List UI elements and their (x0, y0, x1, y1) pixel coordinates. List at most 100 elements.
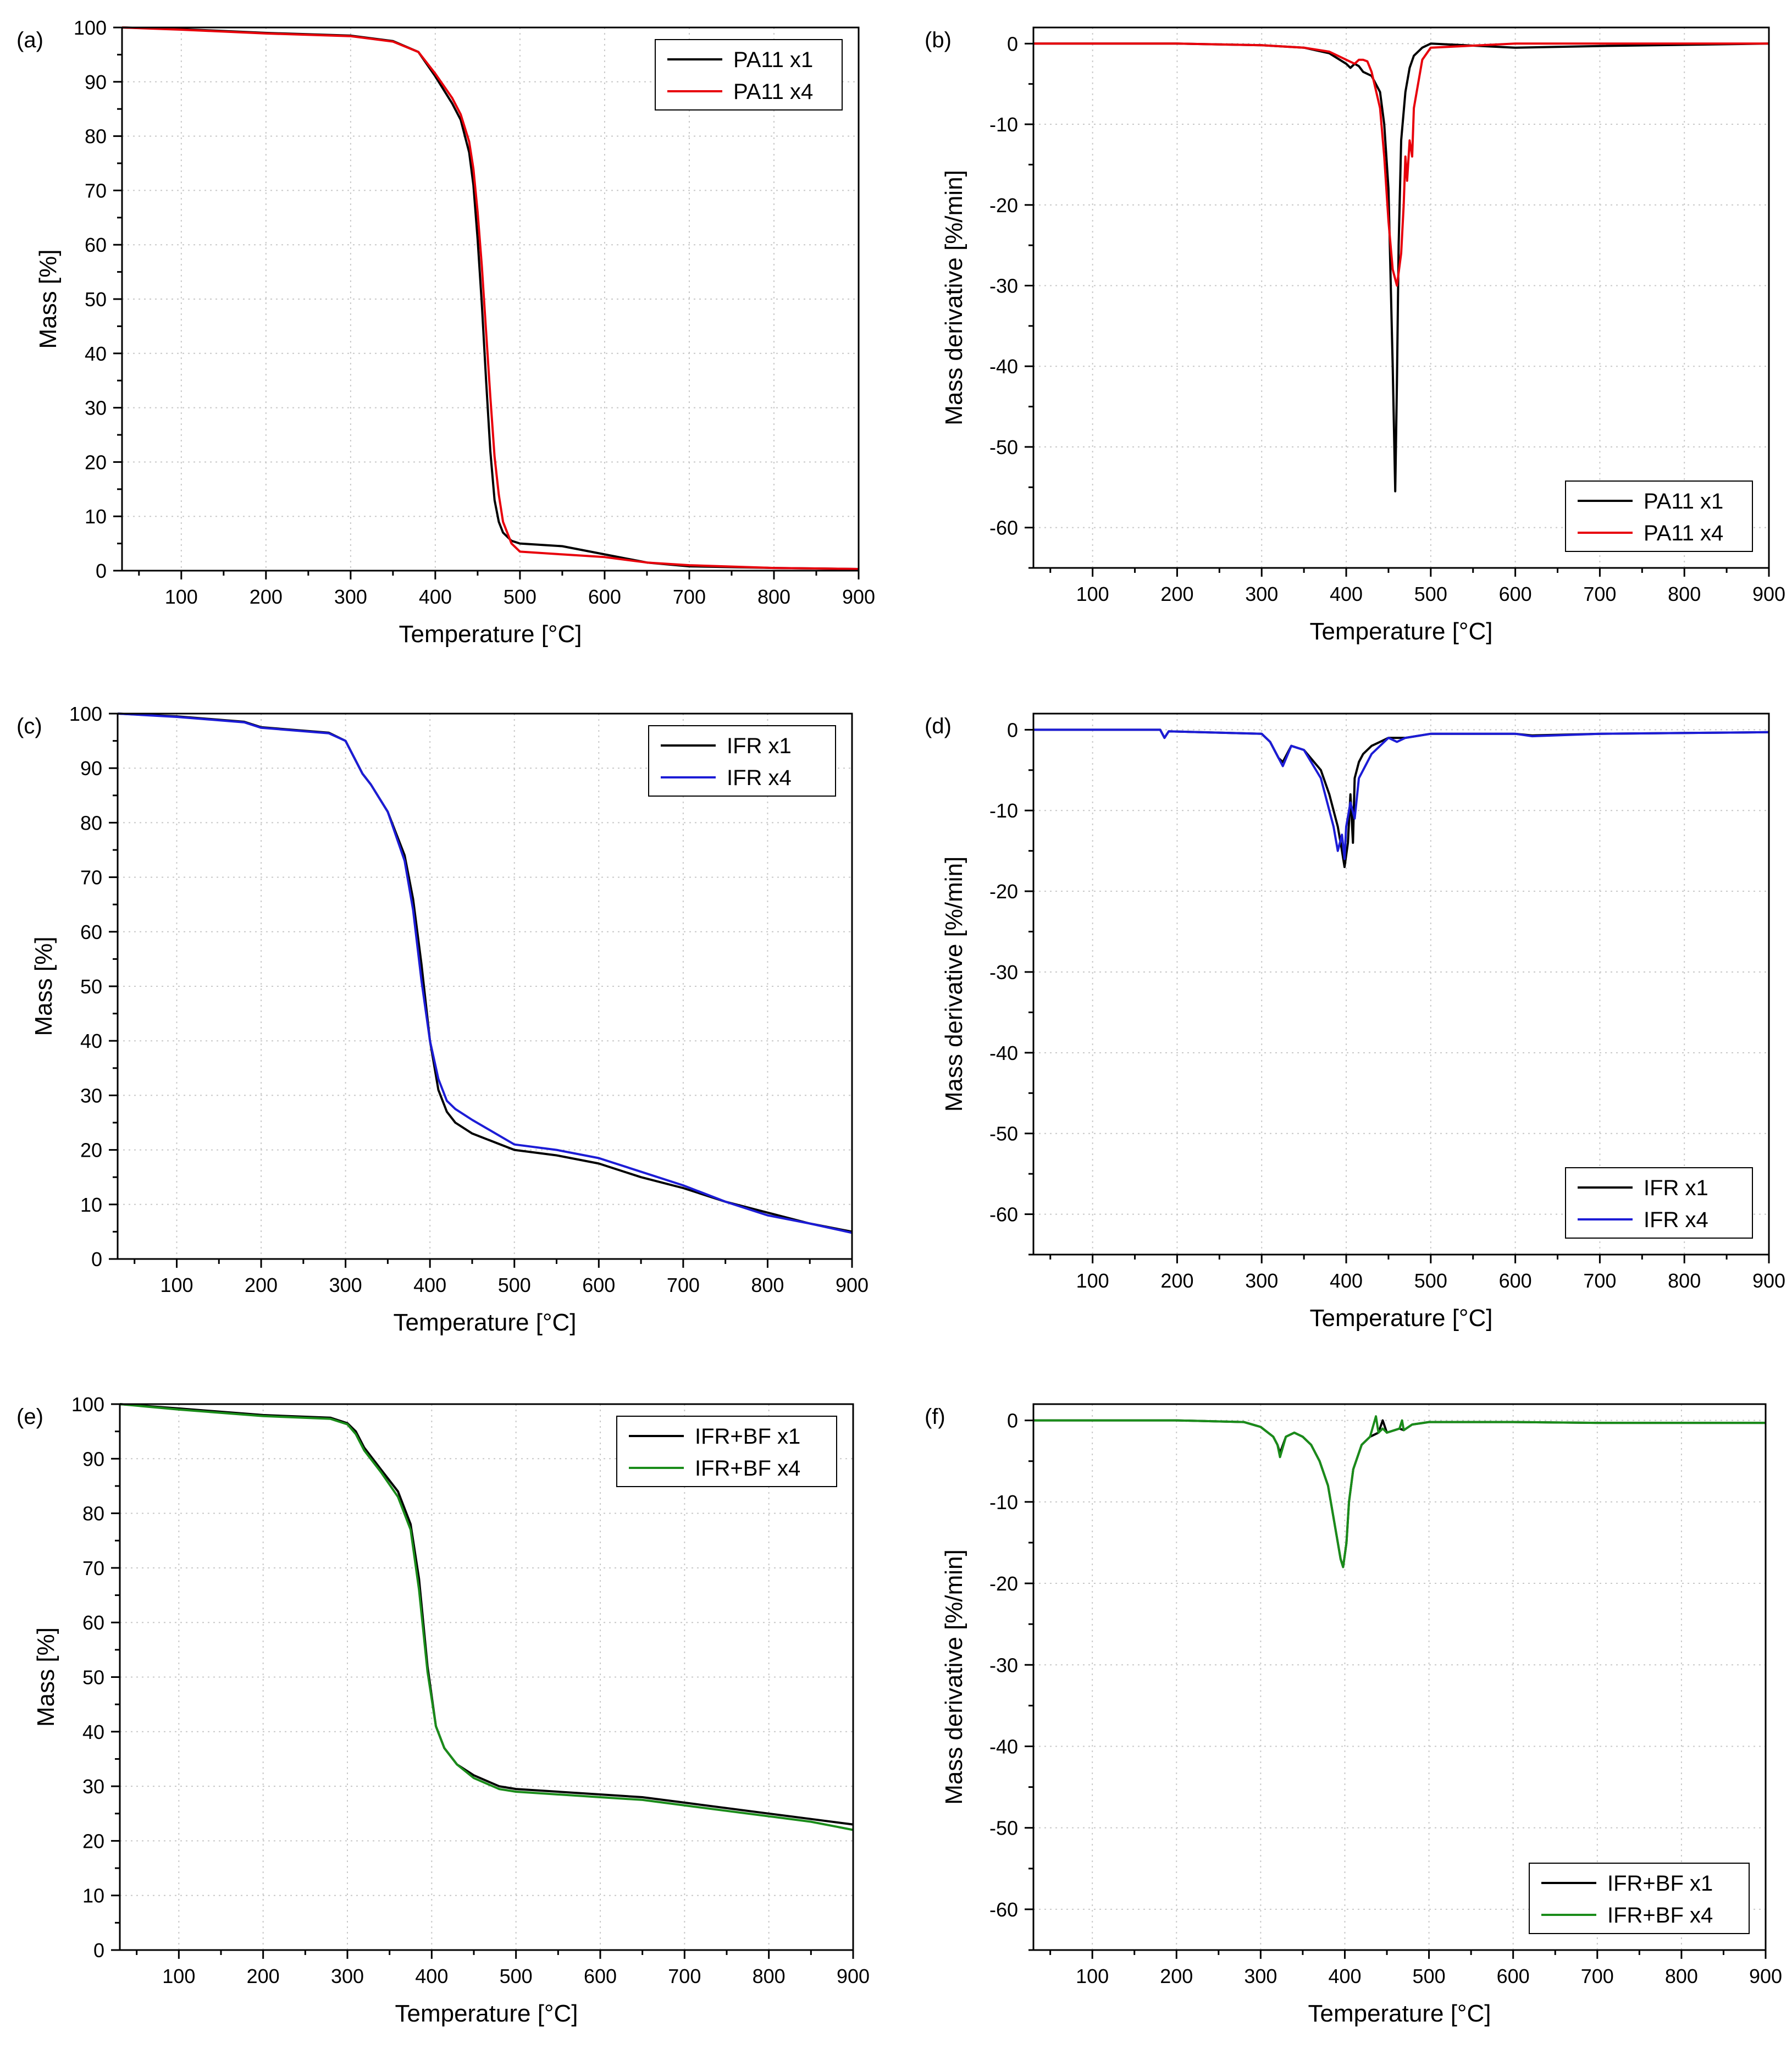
y-tick-label: -60 (989, 1898, 1018, 1921)
legend-c: IFR x1 IFR x4 (648, 725, 836, 797)
y-tick-label: 100 (74, 16, 107, 39)
y-tick-label: 10 (80, 1194, 102, 1216)
legend-entry: IFR x1 (1644, 1176, 1708, 1200)
y-tick-label: 40 (82, 1721, 104, 1743)
panel-label: (a) (16, 28, 43, 52)
y-tick-label: -20 (989, 194, 1018, 217)
legend-entry: IFR x4 (1644, 1208, 1708, 1232)
y-tick-label: -20 (989, 1572, 1018, 1595)
x-axis-label: Temperature [°C] (1309, 1305, 1492, 1332)
panel-label: (e) (16, 1405, 43, 1429)
x-tick-label: 900 (1752, 1269, 1785, 1292)
plot-frame-b (1032, 26, 1770, 569)
x-tick-label: 800 (753, 1965, 786, 1987)
x-tick-label: 400 (1328, 1965, 1361, 1987)
x-axis-label: Temperature [°C] (395, 2000, 578, 2027)
y-tick-label: 90 (80, 757, 102, 780)
x-tick-label: 300 (1245, 1269, 1278, 1292)
y-tick-label: -20 (989, 880, 1018, 903)
legend-entry: IFR+BF x1 (1607, 1871, 1713, 1896)
y-tick-label: 50 (82, 1666, 104, 1689)
y-tick-label: 90 (85, 71, 107, 93)
x-tick-label: 800 (1665, 1965, 1698, 1987)
x-axis-label: Temperature [°C] (1308, 2000, 1491, 2027)
x-tick-label: 400 (419, 586, 452, 608)
x-tick-label: 600 (1499, 583, 1532, 605)
y-tick-label: -10 (989, 1491, 1018, 1514)
x-tick-label: 500 (498, 1274, 531, 1296)
legend-entry: PA11 x1 (733, 48, 813, 72)
x-tick-label: 900 (1752, 583, 1785, 605)
panel-b: 100 200 300 400 500 600 700 800 900 0 -10 -20 -30 -40… (925, 26, 1785, 645)
legend-entry: IFR x4 (727, 766, 792, 790)
x-tick-label: 900 (836, 1274, 869, 1296)
y-tick-label: 30 (82, 1775, 104, 1798)
x-tick-label: 400 (1330, 583, 1363, 605)
y-tick-label: -60 (989, 1203, 1018, 1226)
legend-e: IFR+BF x1 IFR+BF x4 (616, 1416, 837, 1487)
y-tick-label: 40 (85, 343, 107, 365)
x-axis-label: Temperature [°C] (399, 621, 582, 648)
panel-c: 100 200 300 400 500 600 700 800 900 0 10 20 30 40 50 60… (16, 703, 869, 1336)
x-tick-label: 900 (1749, 1965, 1782, 1987)
y-axis-label: Mass derivative [%/min] (941, 1549, 967, 1805)
x-tick-label: 600 (584, 1965, 617, 1987)
x-tick-label: 200 (245, 1274, 278, 1296)
y-tick-label: 100 (71, 1393, 104, 1416)
legend-b: PA11 x1 PA11 x4 (1565, 481, 1753, 552)
x-axis-label: Temperature [°C] (393, 1309, 576, 1336)
x-tick-label: 800 (757, 586, 790, 608)
x-tick-label: 200 (247, 1965, 280, 1987)
y-tick-label: 60 (85, 234, 107, 256)
x-tick-label: 200 (1160, 583, 1193, 605)
legend-entry: IFR+BF x4 (1607, 1903, 1713, 1928)
legend-entry: PA11 x4 (733, 80, 813, 104)
legend-entry: PA11 x1 (1644, 489, 1723, 513)
y-tick-label: 0 (96, 560, 107, 582)
y-tick-label: -10 (989, 113, 1018, 136)
y-tick-label: 50 (80, 975, 102, 998)
legend-box (1565, 481, 1753, 552)
y-axis-label: Mass [%] (35, 250, 62, 349)
x-tick-label: 600 (588, 586, 621, 608)
y-tick-label: 10 (82, 1885, 104, 1907)
x-tick-label: 500 (1414, 1269, 1447, 1292)
y-tick-label: -30 (989, 1654, 1018, 1676)
x-tick-label: 700 (668, 1965, 701, 1987)
series-line-e-1 (119, 1403, 854, 1831)
panel-label: (f) (925, 1405, 945, 1429)
y-tick-label: 60 (82, 1611, 104, 1634)
y-tick-label: 0 (1007, 32, 1018, 55)
y-tick-label: -50 (989, 1123, 1018, 1145)
y-tick-label: 0 (1007, 719, 1018, 741)
plot-frame-f (1032, 1403, 1767, 1951)
x-tick-label: 100 (1076, 1269, 1109, 1292)
panel-label: (c) (16, 714, 42, 738)
panel-e: 100 200 300 400 500 600 700 800 900 0 10 20 30 40 50 60… (16, 1393, 870, 2027)
y-tick-label: 80 (85, 125, 107, 148)
x-tick-label: 800 (1668, 1269, 1701, 1292)
y-tick-label: -50 (989, 1817, 1018, 1840)
x-tick-label: 500 (1413, 1965, 1446, 1987)
series-line-b-0 (1033, 42, 1769, 493)
y-tick-label: 0 (91, 1248, 102, 1271)
x-tick-label: 400 (415, 1965, 448, 1987)
x-tick-label: 900 (842, 586, 875, 608)
x-tick-label: 900 (837, 1965, 870, 1987)
panel-d: 100 200 300 400 500 600 700 800 900 0 -10 -20 -30 -40… (925, 713, 1785, 1332)
x-tick-label: 500 (500, 1965, 533, 1987)
y-tick-label: 30 (85, 397, 107, 419)
x-tick-label: 800 (1668, 583, 1701, 605)
y-tick-label: -30 (989, 274, 1018, 297)
y-tick-label: 0 (1007, 1410, 1018, 1432)
legend-box (1529, 1863, 1750, 1934)
legend-box (648, 725, 836, 797)
x-tick-label: 100 (1076, 1965, 1109, 1987)
x-tick-label: 500 (1414, 583, 1447, 605)
x-tick-label: 700 (1583, 583, 1616, 605)
legend-entry: IFR+BF x4 (695, 1456, 800, 1481)
x-tick-label: 400 (1330, 1269, 1363, 1292)
panel-label: (d) (925, 714, 952, 738)
x-tick-label: 100 (160, 1274, 193, 1296)
legend-box (655, 39, 843, 111)
